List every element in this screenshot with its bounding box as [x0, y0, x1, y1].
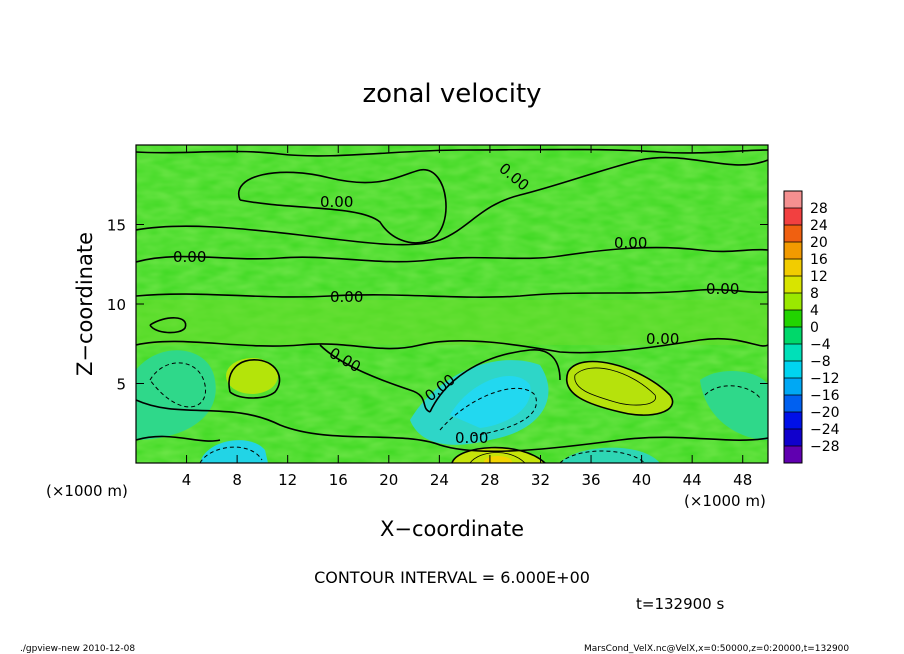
x-tick-label: 20	[379, 471, 398, 489]
colorbar-swatch	[784, 310, 802, 328]
colorbar-label: 8	[810, 286, 819, 302]
colorbar-swatch	[784, 259, 802, 277]
colorbar-swatch	[784, 293, 802, 311]
colorbar-label: −8	[810, 354, 831, 370]
x-tick-label: 28	[480, 471, 499, 489]
contour-label: 0.00	[455, 429, 488, 447]
contours	[136, 148, 768, 463]
x-tick-label: 16	[329, 471, 348, 489]
region-negative-center-core	[450, 376, 531, 428]
x-axis-label: X−coordinate	[380, 517, 524, 541]
colorbar-label: −12	[810, 371, 840, 387]
colorbar-label: 20	[810, 235, 828, 251]
contour-label: 0.00	[173, 248, 206, 266]
x-tick-label: 12	[278, 471, 297, 489]
x-tick-label: 44	[683, 471, 702, 489]
colorbar-label: 4	[810, 303, 819, 319]
x-axis: 4 8 12 16 20 24 28 32 36 40 44 48	[182, 145, 752, 489]
colorbar-swatch	[784, 208, 802, 226]
contour-label: 0.00	[320, 193, 353, 211]
colorbar-label: −16	[810, 388, 840, 404]
colorbar-swatch	[784, 378, 802, 396]
contour-interval-text: CONTOUR INTERVAL = 6.000E+00	[314, 568, 590, 587]
contour-label: 0.00	[646, 330, 679, 348]
chart-title: zonal velocity	[362, 79, 541, 109]
y-tick-label: 15	[107, 217, 126, 235]
colorbar-label: 28	[810, 201, 828, 217]
colorbar-swatch	[784, 412, 802, 430]
contour-label: 0.00	[330, 288, 363, 306]
x-tick-label: 4	[182, 471, 192, 489]
y-tick-label: 5	[116, 376, 126, 394]
x-tick-label: 8	[232, 471, 242, 489]
x-tick-label: 36	[581, 471, 600, 489]
colorbar-swatch	[784, 191, 802, 209]
colorbar-swatch	[784, 361, 802, 379]
contours-thin	[469, 367, 656, 463]
region-negative-bottom-right	[560, 447, 660, 463]
colorbar-label: 12	[810, 269, 828, 285]
colorbar-label: 24	[810, 218, 828, 234]
x-tick-label: 24	[430, 471, 449, 489]
region-negative-right	[700, 370, 768, 440]
colorbar-swatch	[784, 446, 802, 464]
y-axis: 5 10 15	[107, 217, 768, 394]
contours-dashed	[149, 362, 761, 463]
contour-label: 0.00	[614, 234, 647, 252]
time-label: t=132900 s	[636, 595, 724, 613]
region-positive-right	[566, 361, 672, 416]
region-positive-bottom-core	[484, 456, 512, 463]
x-unit-label: (×1000 m)	[684, 492, 766, 510]
colorbar-label: −24	[810, 422, 840, 438]
region-negative-bottom-left	[200, 440, 268, 463]
colorbar-label: 0	[810, 320, 819, 336]
colorbar-label: −20	[810, 405, 840, 421]
colorbar-swatch	[784, 327, 802, 345]
colorbar-swatch	[784, 276, 802, 294]
colorbar-swatch	[784, 429, 802, 447]
y-tick-label: 10	[107, 296, 126, 314]
band-light	[136, 300, 768, 345]
y-axis-label: Z−coordinate	[73, 232, 97, 376]
x-tick-label: 48	[733, 471, 752, 489]
colorbar-swatch	[784, 242, 802, 260]
plot-area: 0.00 0.00 0.00 0.00 0.00 0.00 0.00 0.00 …	[136, 145, 768, 463]
colorbar-label: −4	[810, 337, 831, 353]
x-tick-label: 40	[632, 471, 651, 489]
contour-label: 0.00	[706, 280, 739, 298]
y-unit-label: (×1000 m)	[46, 482, 128, 500]
region-positive-left	[226, 358, 278, 394]
colorbar-swatch	[784, 344, 802, 362]
colorbar-label: −28	[810, 439, 840, 455]
x-tick-label: 32	[531, 471, 550, 489]
colorbar-swatch	[784, 395, 802, 413]
colorbar-label: 16	[810, 252, 828, 268]
footer-right: MarsCond_VelX.nc@VelX,x=0:50000,z=0:2000…	[584, 644, 849, 654]
footer-left: ./gpview-new 2010-12-08	[20, 644, 135, 654]
colorbar-swatch	[784, 225, 802, 243]
